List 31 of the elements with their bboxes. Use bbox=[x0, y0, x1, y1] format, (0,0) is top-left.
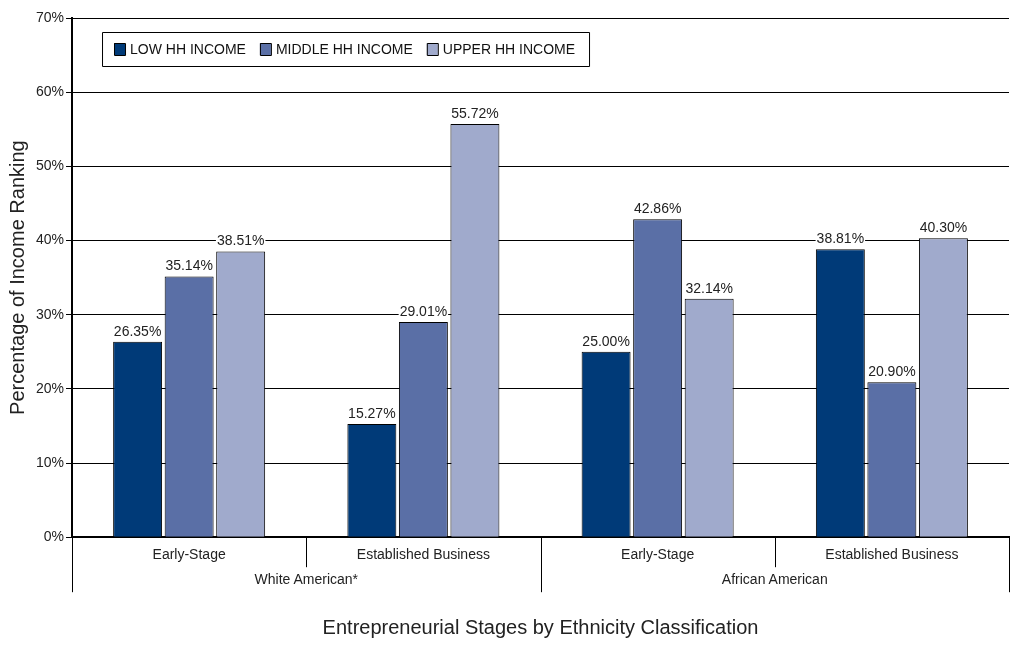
data-label: 35.14% bbox=[165, 257, 213, 274]
text: White American* bbox=[254, 571, 359, 588]
x-tick-label: Early-Stage bbox=[621, 546, 695, 563]
y-tick-label: 30% bbox=[35, 305, 65, 322]
y-axis-title: Percentage of Income Ranking bbox=[5, 140, 28, 415]
legend-label: LOW HH INCOME bbox=[130, 40, 246, 57]
y-tick-label: 0% bbox=[43, 528, 65, 545]
y-tick-label: 70% bbox=[35, 8, 65, 25]
x-tick-label: Established Business bbox=[356, 546, 490, 563]
text: African American bbox=[721, 571, 828, 588]
data-label: 29.01% bbox=[399, 302, 448, 319]
x-tick-label: Early-Stage bbox=[152, 546, 226, 563]
data-label: 32.14% bbox=[685, 279, 733, 296]
data-label: 26.35% bbox=[113, 322, 162, 339]
data-label: 20.90% bbox=[868, 363, 916, 380]
legend-label: MIDDLE HH INCOME bbox=[275, 40, 413, 57]
y-tick-label: 50% bbox=[35, 157, 65, 174]
data-label: 38.51% bbox=[216, 232, 265, 249]
x-axis-title: Entrepreneurial Stages by Ethnicity Classification bbox=[322, 615, 759, 638]
y-tick-label: 40% bbox=[35, 231, 65, 248]
y-tick-label: 60% bbox=[35, 83, 65, 100]
data-label: 38.81% bbox=[816, 230, 865, 247]
legend-label: UPPER HH INCOME bbox=[442, 40, 576, 57]
y-tick-label: 10% bbox=[35, 453, 65, 470]
data-label: 25.00% bbox=[582, 332, 630, 349]
data-label: 15.27% bbox=[348, 404, 396, 421]
data-label: 42.86% bbox=[633, 200, 682, 217]
data-label: 55.72% bbox=[451, 104, 499, 121]
x-tick-label: Established Business bbox=[825, 546, 959, 563]
y-tick-label: 20% bbox=[35, 379, 65, 396]
data-label: 40.30% bbox=[919, 219, 968, 236]
